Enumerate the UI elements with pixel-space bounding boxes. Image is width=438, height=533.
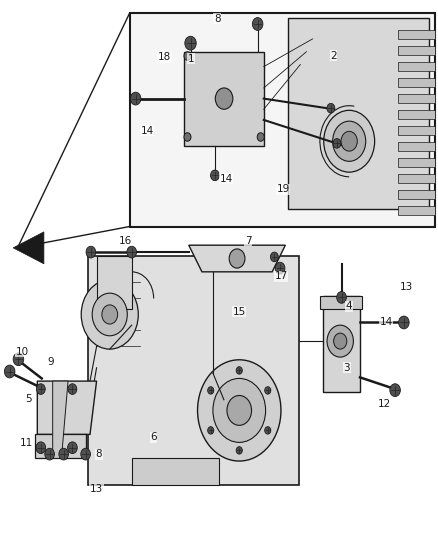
Text: 12: 12 <box>377 399 390 409</box>
Circle shape <box>68 384 77 394</box>
Circle shape <box>81 280 138 349</box>
Circle shape <box>207 387 213 394</box>
Polygon shape <box>131 458 219 485</box>
Text: 11: 11 <box>20 439 33 448</box>
Polygon shape <box>88 256 298 485</box>
Polygon shape <box>397 174 434 183</box>
Polygon shape <box>13 232 44 264</box>
Circle shape <box>215 88 232 109</box>
Circle shape <box>236 367 242 374</box>
Circle shape <box>86 246 95 258</box>
Text: 4: 4 <box>345 302 352 311</box>
Polygon shape <box>397 142 434 151</box>
Polygon shape <box>397 62 434 71</box>
Circle shape <box>207 426 213 434</box>
Polygon shape <box>397 110 434 119</box>
Polygon shape <box>322 296 359 392</box>
Circle shape <box>332 121 365 161</box>
Circle shape <box>36 442 46 454</box>
Polygon shape <box>53 381 68 458</box>
Circle shape <box>184 52 191 60</box>
Polygon shape <box>397 78 434 87</box>
Polygon shape <box>184 52 263 146</box>
Circle shape <box>184 133 191 141</box>
Circle shape <box>257 133 264 141</box>
Text: 19: 19 <box>276 184 289 194</box>
Circle shape <box>333 333 346 349</box>
Text: 15: 15 <box>232 307 245 317</box>
Circle shape <box>92 293 127 336</box>
Circle shape <box>102 305 117 324</box>
Text: 1: 1 <box>187 54 194 63</box>
Text: 6: 6 <box>150 432 157 442</box>
Circle shape <box>389 384 399 397</box>
Circle shape <box>326 325 353 357</box>
Circle shape <box>252 18 262 30</box>
Text: 8: 8 <box>213 14 220 23</box>
Text: 18: 18 <box>158 52 171 62</box>
Circle shape <box>264 426 270 434</box>
Circle shape <box>184 36 196 50</box>
Polygon shape <box>397 126 434 135</box>
Polygon shape <box>397 158 434 167</box>
Text: 9: 9 <box>47 358 54 367</box>
Circle shape <box>13 353 24 366</box>
Circle shape <box>236 447 242 454</box>
Polygon shape <box>397 206 434 215</box>
Circle shape <box>398 316 408 329</box>
Text: 2: 2 <box>329 51 336 61</box>
Text: 7: 7 <box>244 236 251 246</box>
Text: 16: 16 <box>118 236 131 246</box>
Text: 14: 14 <box>219 174 232 183</box>
Text: 13: 13 <box>90 484 103 494</box>
Polygon shape <box>37 381 96 434</box>
Circle shape <box>332 139 340 148</box>
Text: 17: 17 <box>274 271 287 281</box>
Circle shape <box>67 442 77 454</box>
Polygon shape <box>320 296 361 309</box>
Text: 13: 13 <box>399 282 412 292</box>
Polygon shape <box>188 245 285 272</box>
Polygon shape <box>397 30 434 39</box>
Circle shape <box>229 249 244 268</box>
Circle shape <box>127 246 136 258</box>
Circle shape <box>323 110 374 172</box>
Circle shape <box>210 170 219 181</box>
Text: 5: 5 <box>25 394 32 403</box>
Circle shape <box>59 448 68 460</box>
Text: 8: 8 <box>95 449 102 459</box>
Text: 10: 10 <box>15 347 28 357</box>
Polygon shape <box>35 434 85 458</box>
Circle shape <box>275 262 284 274</box>
Polygon shape <box>397 46 434 55</box>
Circle shape <box>270 252 278 262</box>
Polygon shape <box>397 94 434 103</box>
Polygon shape <box>96 256 131 309</box>
Polygon shape <box>397 190 434 199</box>
Circle shape <box>264 387 270 394</box>
Circle shape <box>36 384 45 394</box>
Text: 14: 14 <box>379 318 392 327</box>
Polygon shape <box>287 18 427 209</box>
Text: 14: 14 <box>140 126 153 135</box>
Circle shape <box>212 378 265 442</box>
Circle shape <box>4 365 15 378</box>
Text: 3: 3 <box>343 363 350 373</box>
Circle shape <box>45 448 54 460</box>
Bar <box>129 13 434 227</box>
Circle shape <box>130 92 141 105</box>
Circle shape <box>340 131 357 151</box>
Circle shape <box>326 103 334 113</box>
Circle shape <box>226 395 251 425</box>
Circle shape <box>197 360 280 461</box>
Circle shape <box>81 448 90 460</box>
Circle shape <box>336 292 346 303</box>
